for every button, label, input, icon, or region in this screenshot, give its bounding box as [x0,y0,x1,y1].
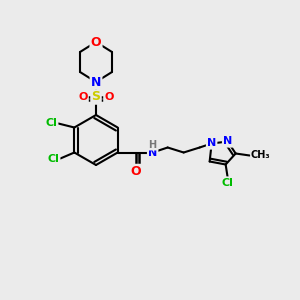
Text: N: N [91,76,101,88]
Text: N: N [207,139,216,148]
Text: N: N [223,136,232,146]
Text: S: S [92,91,100,103]
Text: CH₃: CH₃ [251,151,270,160]
Text: Cl: Cl [45,118,57,128]
Text: Cl: Cl [222,178,234,188]
Text: N: N [148,148,157,158]
Text: Cl: Cl [47,154,59,164]
Text: H: H [148,140,157,149]
Text: O: O [130,165,141,178]
Text: O: O [104,92,114,102]
Text: O: O [91,35,101,49]
Text: O: O [78,92,88,102]
